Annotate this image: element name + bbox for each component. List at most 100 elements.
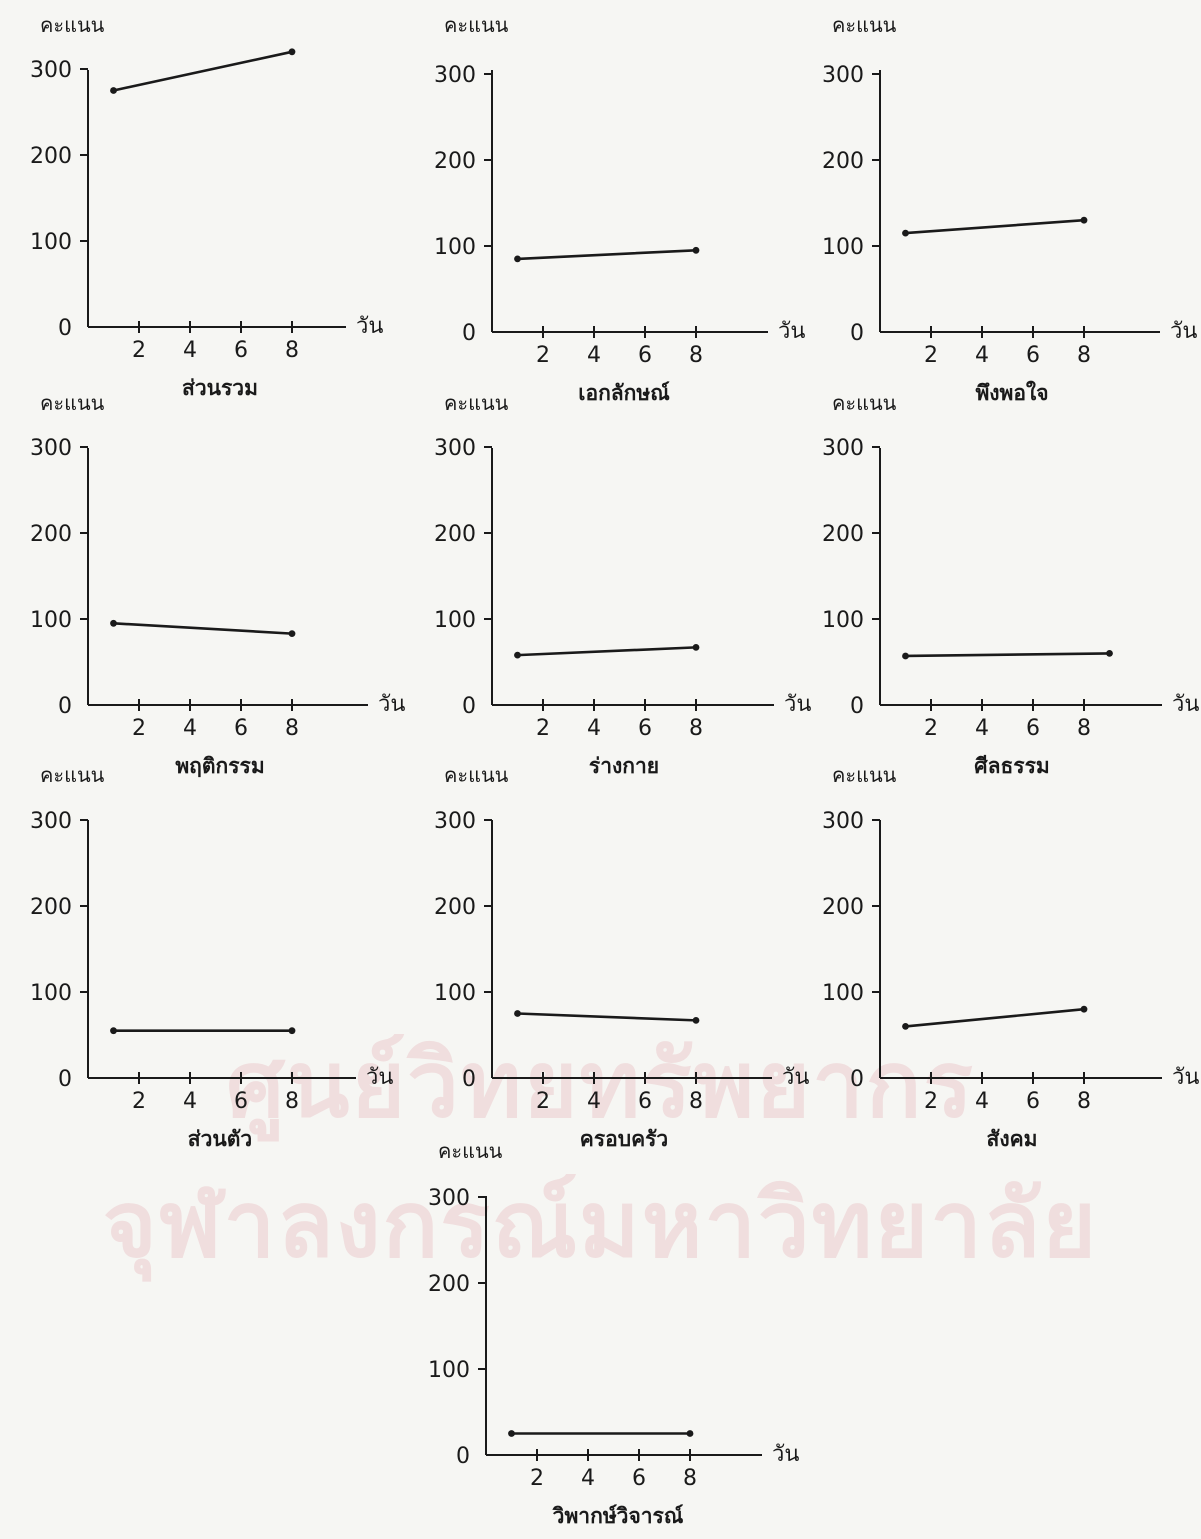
x-tick-label: 6 (234, 1089, 248, 1114)
y-tick-label: 300 (822, 436, 864, 461)
y-tick-label: 300 (30, 58, 72, 83)
series-line (112, 50, 294, 92)
x-tick-label: 6 (1026, 343, 1040, 368)
y-tick-label: 300 (434, 63, 476, 88)
y-tick-label: 300 (822, 63, 864, 88)
x-tick-label: 8 (285, 716, 299, 741)
data-point (902, 1023, 909, 1030)
chart-title: ศีลธรรม (974, 754, 1049, 778)
data-point (1080, 1005, 1088, 1013)
x-tick-label: 6 (638, 1089, 652, 1114)
data-point (692, 643, 700, 651)
y-tick-label: 100 (30, 608, 72, 633)
y-tick-label: 0 (456, 1444, 470, 1469)
y-tick-label: 0 (850, 1067, 864, 1092)
y-tick-label: 0 (462, 321, 476, 346)
x-axis-label: วัน (782, 1065, 809, 1090)
x-axis-label: วัน (784, 692, 811, 717)
y-tick-label: 200 (822, 149, 864, 174)
y-axis-label: คะแนน (832, 763, 897, 787)
x-tick-label: 8 (1077, 716, 1091, 741)
x-tick-label: 8 (689, 716, 703, 741)
x-axis-label: วัน (366, 1065, 393, 1090)
x-axis-label: วัน (772, 1442, 799, 1467)
y-tick-label: 300 (434, 809, 476, 834)
y-axis-label: คะแนน (444, 391, 509, 415)
x-tick-label: 4 (975, 1089, 989, 1114)
x-tick-label: 4 (587, 1089, 601, 1114)
x-tick-label: 6 (638, 716, 652, 741)
x-axis-label: วัน (1172, 692, 1199, 717)
chart-title: สังคม (987, 1127, 1038, 1151)
y-tick-label: 100 (822, 235, 864, 260)
x-axis-label: วัน (1170, 319, 1197, 344)
x-tick-label: 2 (132, 338, 146, 363)
y-tick-label: 0 (58, 316, 72, 341)
x-tick-label: 2 (530, 1466, 544, 1491)
x-tick-label: 4 (183, 716, 197, 741)
y-axis-label: คะแนน (444, 13, 509, 37)
series-line (516, 646, 698, 657)
data-point (692, 1016, 700, 1024)
series-line (904, 652, 1111, 658)
data-point (1080, 216, 1088, 224)
y-tick-label: 200 (822, 522, 864, 547)
y-tick-label: 200 (434, 149, 476, 174)
y-tick-label: 0 (462, 1067, 476, 1092)
y-tick-label: 0 (462, 694, 476, 719)
y-axis-label: คะแนน (832, 13, 897, 37)
y-axis-label: คะแนน (40, 391, 105, 415)
x-tick-label: 2 (536, 716, 550, 741)
y-tick-label: 100 (30, 981, 72, 1006)
data-point (692, 246, 700, 254)
y-tick-label: 100 (822, 608, 864, 633)
y-tick-label: 300 (822, 809, 864, 834)
x-tick-label: 4 (975, 716, 989, 741)
y-tick-label: 100 (428, 1358, 470, 1383)
y-tick-label: 0 (58, 1067, 72, 1092)
y-tick-label: 100 (822, 981, 864, 1006)
series-line (904, 218, 1086, 235)
y-tick-label: 200 (434, 522, 476, 547)
x-tick-label: 4 (587, 716, 601, 741)
y-tick-label: 200 (434, 895, 476, 920)
x-tick-label: 2 (536, 1089, 550, 1114)
y-tick-label: 200 (30, 522, 72, 547)
data-point (110, 1027, 117, 1035)
x-axis-label: วัน (1172, 1065, 1199, 1090)
x-tick-label: 6 (638, 343, 652, 368)
y-axis-label: คะแนน (444, 763, 509, 787)
x-tick-label: 8 (689, 1089, 703, 1114)
chart-title: พฤติกรรม (175, 754, 264, 778)
data-point (508, 1430, 515, 1437)
x-tick-label: 6 (234, 338, 248, 363)
y-axis-label: คะแนน (40, 13, 105, 37)
y-tick-label: 100 (30, 230, 72, 255)
y-tick-label: 200 (428, 1272, 470, 1297)
x-tick-label: 6 (234, 716, 248, 741)
x-tick-label: 4 (183, 1089, 197, 1114)
y-tick-label: 300 (434, 436, 476, 461)
data-point (514, 651, 521, 659)
y-tick-label: 100 (434, 235, 476, 260)
x-tick-label: 8 (285, 338, 299, 363)
data-point (288, 1027, 296, 1035)
x-tick-label: 8 (285, 1089, 299, 1114)
y-tick-label: 300 (428, 1186, 470, 1211)
x-tick-label: 6 (1026, 1089, 1040, 1114)
series-line (904, 1007, 1086, 1028)
chart-title: ส่วนตัว (188, 1127, 252, 1151)
x-tick-label: 6 (632, 1466, 646, 1491)
data-point (288, 48, 296, 56)
x-tick-label: 4 (183, 338, 197, 363)
y-axis-label: คะแนน (438, 1139, 503, 1163)
x-tick-label: 4 (587, 343, 601, 368)
